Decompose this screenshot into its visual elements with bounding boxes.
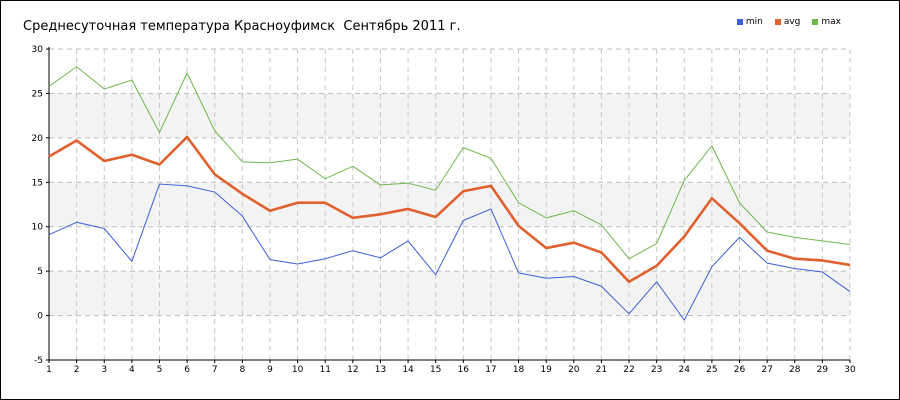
x-tick-label: 6 [184,365,190,375]
y-tick-label: 20 [32,134,44,144]
chart-title: Среднесуточная температура Красноуфимск … [23,19,461,34]
legend: min avg max [736,17,841,27]
x-tick-label: 29 [817,365,829,375]
legend-swatch-min [736,19,743,25]
x-tick-label: 13 [375,365,386,375]
y-tick-label: 25 [32,89,43,99]
x-tick-label: 19 [540,365,552,375]
x-tick-label: 23 [651,365,662,375]
x-tick-label: 28 [789,365,801,375]
x-tick-label: 1 [46,365,52,375]
series-line-avg [48,135,851,284]
x-tick-label: 18 [513,365,525,375]
x-tick-label: 15 [430,365,441,375]
x-tick-label: 14 [402,365,414,375]
x-tick-label: 27 [761,365,772,375]
x-tick-label: 10 [292,365,304,375]
x-tick-label: 24 [679,365,691,375]
y-tick-label: 5 [37,267,43,277]
x-tick-label: 26 [734,365,746,375]
legend-label-avg: avg [783,17,801,27]
y-tick-label: -5 [34,356,43,366]
x-tick-label: 2 [74,365,80,375]
x-tick-label: 3 [101,365,107,375]
grid-band [49,93,850,138]
y-tick-label: 15 [32,178,43,188]
x-tick-label: 12 [347,365,358,375]
x-tick-label: 22 [623,365,634,375]
legend-label-max: max [821,17,841,27]
legend-label-min: min [745,17,763,27]
x-tick-label: 5 [157,365,163,375]
x-tick-label: 30 [844,365,856,375]
legend-item-avg: avg [774,17,801,27]
x-tick-label: 16 [458,365,470,375]
x-tick-label: 11 [319,365,330,375]
x-tick-label: 9 [267,365,273,375]
x-tick-label: 21 [596,365,607,375]
legend-swatch-max [812,19,819,25]
legend-item-min: min [736,17,763,27]
series-line-min [48,183,851,321]
x-tick-label: 20 [568,365,580,375]
x-tick-label: 8 [239,365,245,375]
x-tick-label: 7 [212,365,218,375]
x-tick-label: 17 [485,365,496,375]
y-tick-label: 0 [37,312,43,322]
grid-band [49,271,850,316]
x-tick-label: 4 [129,365,135,375]
legend-item-max: max [812,17,841,27]
legend-swatch-avg [774,19,781,25]
y-tick-label: 30 [32,45,44,55]
series-line-max [48,66,851,260]
y-tick-label: 10 [32,223,44,233]
x-tick-label: 25 [706,365,717,375]
